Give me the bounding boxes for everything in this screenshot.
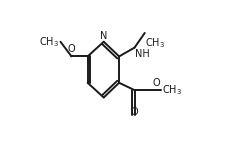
Text: O: O	[131, 107, 138, 116]
Text: NH: NH	[135, 49, 150, 59]
Text: O: O	[68, 44, 75, 54]
Text: O: O	[153, 78, 160, 88]
Text: CH$_3$: CH$_3$	[145, 36, 165, 50]
Text: CH$_3$: CH$_3$	[162, 83, 182, 97]
Text: N: N	[100, 31, 108, 41]
Text: CH$_3$: CH$_3$	[39, 35, 59, 49]
